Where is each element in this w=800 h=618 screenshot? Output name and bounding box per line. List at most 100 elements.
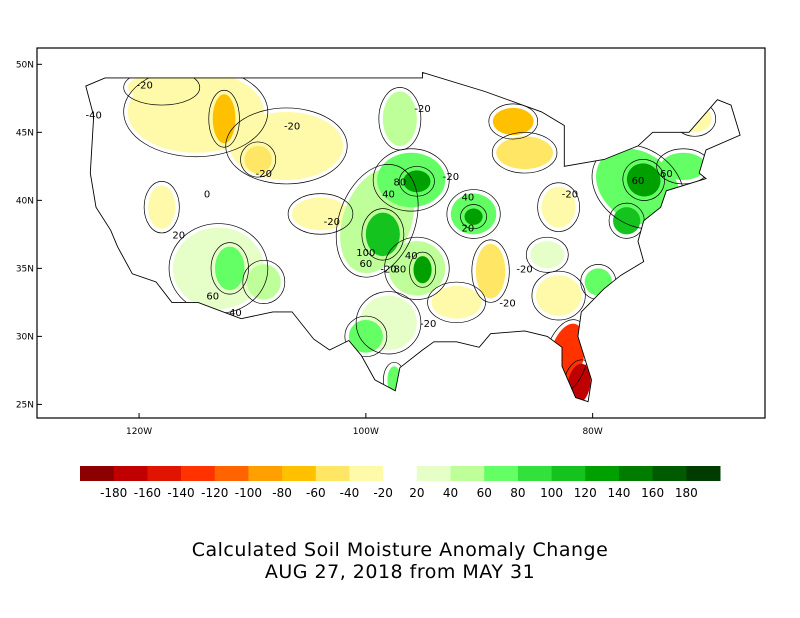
contour-label: 60 — [632, 176, 645, 187]
contour-line — [460, 204, 488, 230]
colorbar-swatch — [686, 466, 721, 481]
anomaly-region — [464, 208, 483, 225]
contour-line — [361, 208, 405, 261]
anomaly-region — [584, 268, 612, 296]
contour-line — [537, 182, 580, 232]
contour-label: 20 — [462, 224, 475, 235]
colorbar-label: -80 — [272, 486, 292, 500]
anomaly-region — [626, 163, 661, 197]
lat-tick-label: 30N — [16, 332, 34, 342]
colorbar-label: 160 — [641, 486, 664, 500]
colorbar-label: 20 — [409, 486, 424, 500]
lat-tick-label: 40N — [16, 196, 34, 206]
anomaly-region — [382, 91, 417, 146]
contour-label: -20 — [256, 169, 272, 180]
colorbar-swatch — [416, 466, 452, 481]
lat-tick-label: 35N — [16, 264, 34, 274]
colorbar-swatch — [517, 466, 553, 481]
lon-tick-label: 100W — [353, 427, 379, 437]
colorbar-label: -180 — [100, 486, 127, 500]
colorbar-swatch — [80, 466, 115, 481]
contour-label: 60 — [359, 259, 372, 270]
colorbar-label: 40 — [443, 486, 458, 500]
colorbar-label: -160 — [134, 486, 161, 500]
contour-line — [240, 141, 277, 178]
lat-tick-label: 25N — [16, 400, 34, 410]
anomaly-region — [660, 152, 707, 180]
contour-line — [372, 148, 450, 212]
contour-label: -20 — [414, 104, 430, 115]
colorbar-swatch — [147, 466, 182, 481]
contour-line — [471, 239, 510, 303]
colorbar-label: -20 — [373, 486, 393, 500]
colorbar-swatch — [248, 466, 283, 481]
anomaly-region — [403, 170, 431, 193]
contour-line — [242, 259, 286, 305]
colorbar-label: -60 — [306, 486, 326, 500]
colorbar-swatch — [214, 466, 249, 481]
colorbar-swatch — [585, 466, 620, 481]
lat-tick-label: 45N — [16, 128, 34, 138]
contour-label: 20 — [172, 230, 185, 241]
colorbar-swatch — [113, 466, 148, 481]
contour-label: 60 — [206, 292, 219, 303]
anomaly-region — [492, 107, 534, 136]
contour-label: 100 — [356, 248, 375, 259]
colorbar-label: 60 — [477, 486, 492, 500]
contour-line — [225, 107, 348, 185]
contour-label: -20 — [324, 217, 340, 228]
lon-tick-label: 80W — [582, 427, 602, 437]
contour-line — [446, 189, 501, 239]
anomaly-region — [541, 186, 576, 228]
colorbar-label: -40 — [340, 486, 360, 500]
anomaly-region — [348, 320, 383, 353]
contour-label: -20 — [562, 190, 578, 201]
contour-line — [143, 181, 180, 234]
contour-line — [531, 270, 586, 321]
colorbar-label: 180 — [675, 486, 698, 500]
colorbar-label: 140 — [607, 486, 630, 500]
anomaly-region — [431, 286, 482, 319]
contour-label: 60 — [660, 169, 673, 180]
colorbar-swatch — [618, 466, 654, 481]
colorbar-label: -120 — [201, 486, 228, 500]
contour-label: 0 — [204, 190, 210, 201]
contour-line — [344, 315, 388, 358]
colorbar-swatch — [484, 466, 519, 481]
contour-label: -20 — [137, 81, 153, 92]
colorbar-label: -140 — [167, 486, 194, 500]
contour-line — [427, 281, 486, 324]
anomaly-region — [215, 246, 245, 291]
colorbar-label: -100 — [235, 486, 262, 500]
contour-line — [378, 87, 422, 151]
contour-line — [287, 193, 354, 235]
colorbar-swatch — [551, 466, 586, 481]
colorbar-swatch — [383, 466, 418, 481]
contour-label: 40 — [462, 192, 475, 203]
anomaly-region — [365, 212, 400, 257]
contour-label: 80 — [393, 177, 406, 188]
colorbar-swatch — [349, 466, 384, 481]
anomaly-region — [496, 136, 553, 170]
contour-line — [355, 291, 422, 355]
anomaly-region — [246, 264, 281, 300]
contour-label: -20 — [516, 264, 532, 275]
contour-label: -20 — [499, 298, 515, 309]
anomaly-region — [212, 94, 236, 144]
contour-label: 40 — [229, 308, 242, 319]
contour-label: 40 — [382, 190, 395, 201]
colorbar: -180 -160 -140 -120 -100 -80 -60 -40 -20 20 40 60 80… — [80, 466, 721, 500]
us-outline — [85, 71, 741, 403]
contour-line — [398, 166, 435, 197]
anomaly-region — [677, 105, 712, 133]
map-frame — [36, 47, 766, 419]
anomaly-region — [292, 197, 349, 231]
colorbar-swatch — [652, 466, 687, 481]
contour-label: 80 — [393, 264, 406, 275]
chart-subtitle: AUG 27, 2018 from MAY 31 — [264, 561, 536, 583]
colorbar-swatch — [315, 466, 350, 481]
contour-label: -20 — [420, 319, 436, 330]
colorbar-label: 120 — [574, 486, 597, 500]
contour-line — [488, 103, 539, 140]
